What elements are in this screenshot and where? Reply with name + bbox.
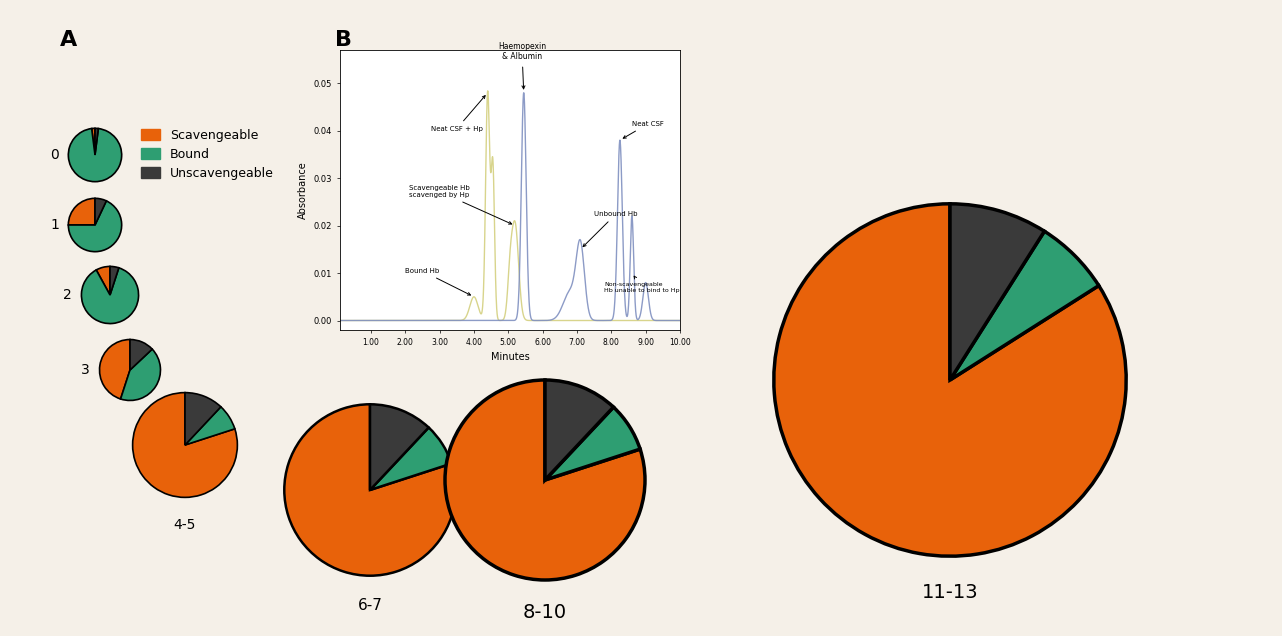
Wedge shape — [370, 404, 428, 490]
Wedge shape — [91, 128, 95, 155]
X-axis label: Minutes: Minutes — [491, 352, 529, 362]
Wedge shape — [129, 340, 153, 370]
Wedge shape — [185, 407, 235, 445]
Wedge shape — [100, 340, 129, 399]
Wedge shape — [774, 204, 1126, 556]
Text: Unbound Hb: Unbound Hb — [583, 211, 637, 247]
Wedge shape — [68, 201, 122, 252]
Text: Scavengeable Hb
scavenged by Hp: Scavengeable Hb scavenged by Hp — [409, 185, 512, 224]
Wedge shape — [185, 392, 221, 445]
Y-axis label: Absorbance: Absorbance — [299, 161, 308, 219]
Text: Non-scavengeable
Hb unable to bind to Hp: Non-scavengeable Hb unable to bind to Hp — [604, 276, 679, 293]
Text: 0: 0 — [50, 148, 59, 162]
Wedge shape — [82, 268, 138, 324]
Wedge shape — [132, 392, 237, 497]
Wedge shape — [95, 198, 106, 225]
Text: 2: 2 — [63, 288, 72, 302]
Text: Bound Hb: Bound Hb — [405, 268, 470, 295]
Wedge shape — [545, 380, 614, 480]
Text: 3: 3 — [81, 363, 90, 377]
Wedge shape — [121, 349, 160, 401]
Wedge shape — [445, 380, 645, 580]
Wedge shape — [95, 128, 99, 155]
Wedge shape — [96, 266, 110, 295]
Legend: Scavengeable, Bound, Unscavengeable: Scavengeable, Bound, Unscavengeable — [136, 123, 279, 185]
Wedge shape — [68, 128, 122, 182]
Text: 11-13: 11-13 — [922, 583, 978, 602]
Wedge shape — [545, 407, 640, 480]
Wedge shape — [68, 198, 95, 225]
Text: Haemopexin
& Albumin: Haemopexin & Albumin — [497, 42, 546, 89]
Text: B: B — [335, 30, 353, 50]
Wedge shape — [950, 232, 1099, 380]
Wedge shape — [285, 404, 455, 576]
Text: 4-5: 4-5 — [174, 518, 196, 532]
Wedge shape — [950, 204, 1045, 380]
Text: 6-7: 6-7 — [358, 598, 382, 613]
Wedge shape — [370, 427, 451, 490]
Text: 1: 1 — [50, 218, 59, 232]
Wedge shape — [110, 266, 119, 295]
Text: A: A — [60, 30, 77, 50]
Text: Neat CSF + Hp: Neat CSF + Hp — [431, 95, 485, 132]
Text: 8-10: 8-10 — [523, 603, 567, 622]
Text: Neat CSF: Neat CSF — [623, 121, 664, 138]
